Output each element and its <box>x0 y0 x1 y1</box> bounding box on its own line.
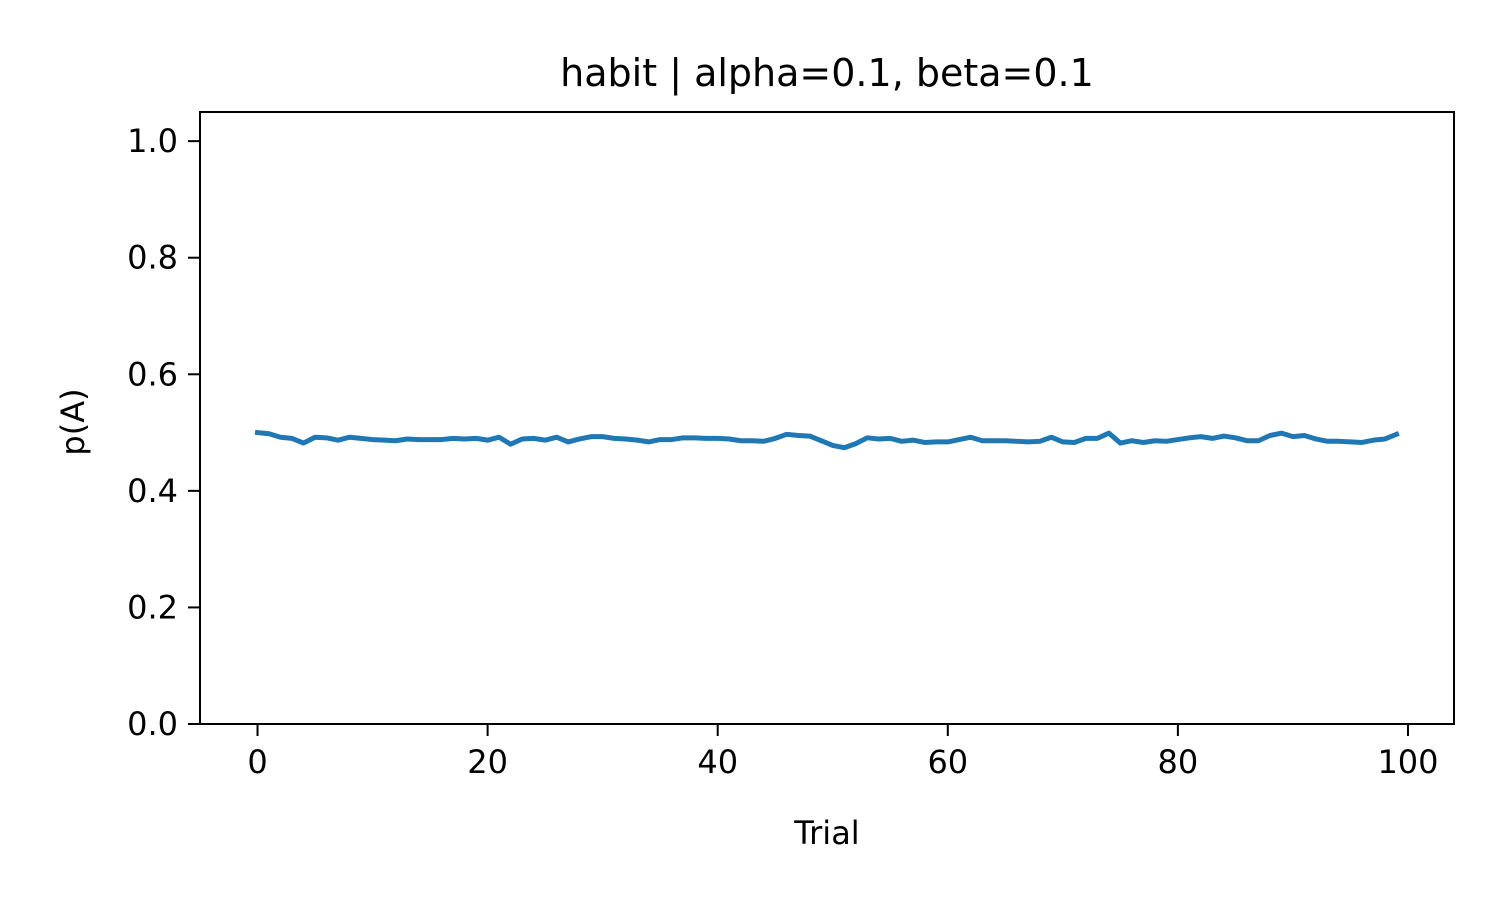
plot-frame <box>199 111 1455 725</box>
y-tick-label: 0.8 <box>127 239 178 277</box>
y-axis-label: p(A) <box>54 388 92 455</box>
y-tick-label: 0.6 <box>127 355 178 393</box>
y-tick-label: 1.0 <box>127 122 178 160</box>
x-tick-label: 80 <box>1158 743 1199 781</box>
x-tick-label: 20 <box>467 743 508 781</box>
series-line-1 <box>254 429 1400 451</box>
x-axis-label: Trial <box>793 814 859 852</box>
x-tick-label: 100 <box>1377 743 1438 781</box>
y-tick-label: 0.4 <box>127 472 178 510</box>
x-tick-label: 0 <box>247 743 267 781</box>
y-tick-label: 0.2 <box>127 588 178 626</box>
y-tick-label: 0.0 <box>127 705 178 743</box>
x-tick-label: 40 <box>697 743 738 781</box>
x-tick-label: 60 <box>927 743 968 781</box>
chart-title: habit | alpha=0.1, beta=0.1 <box>560 51 1094 96</box>
